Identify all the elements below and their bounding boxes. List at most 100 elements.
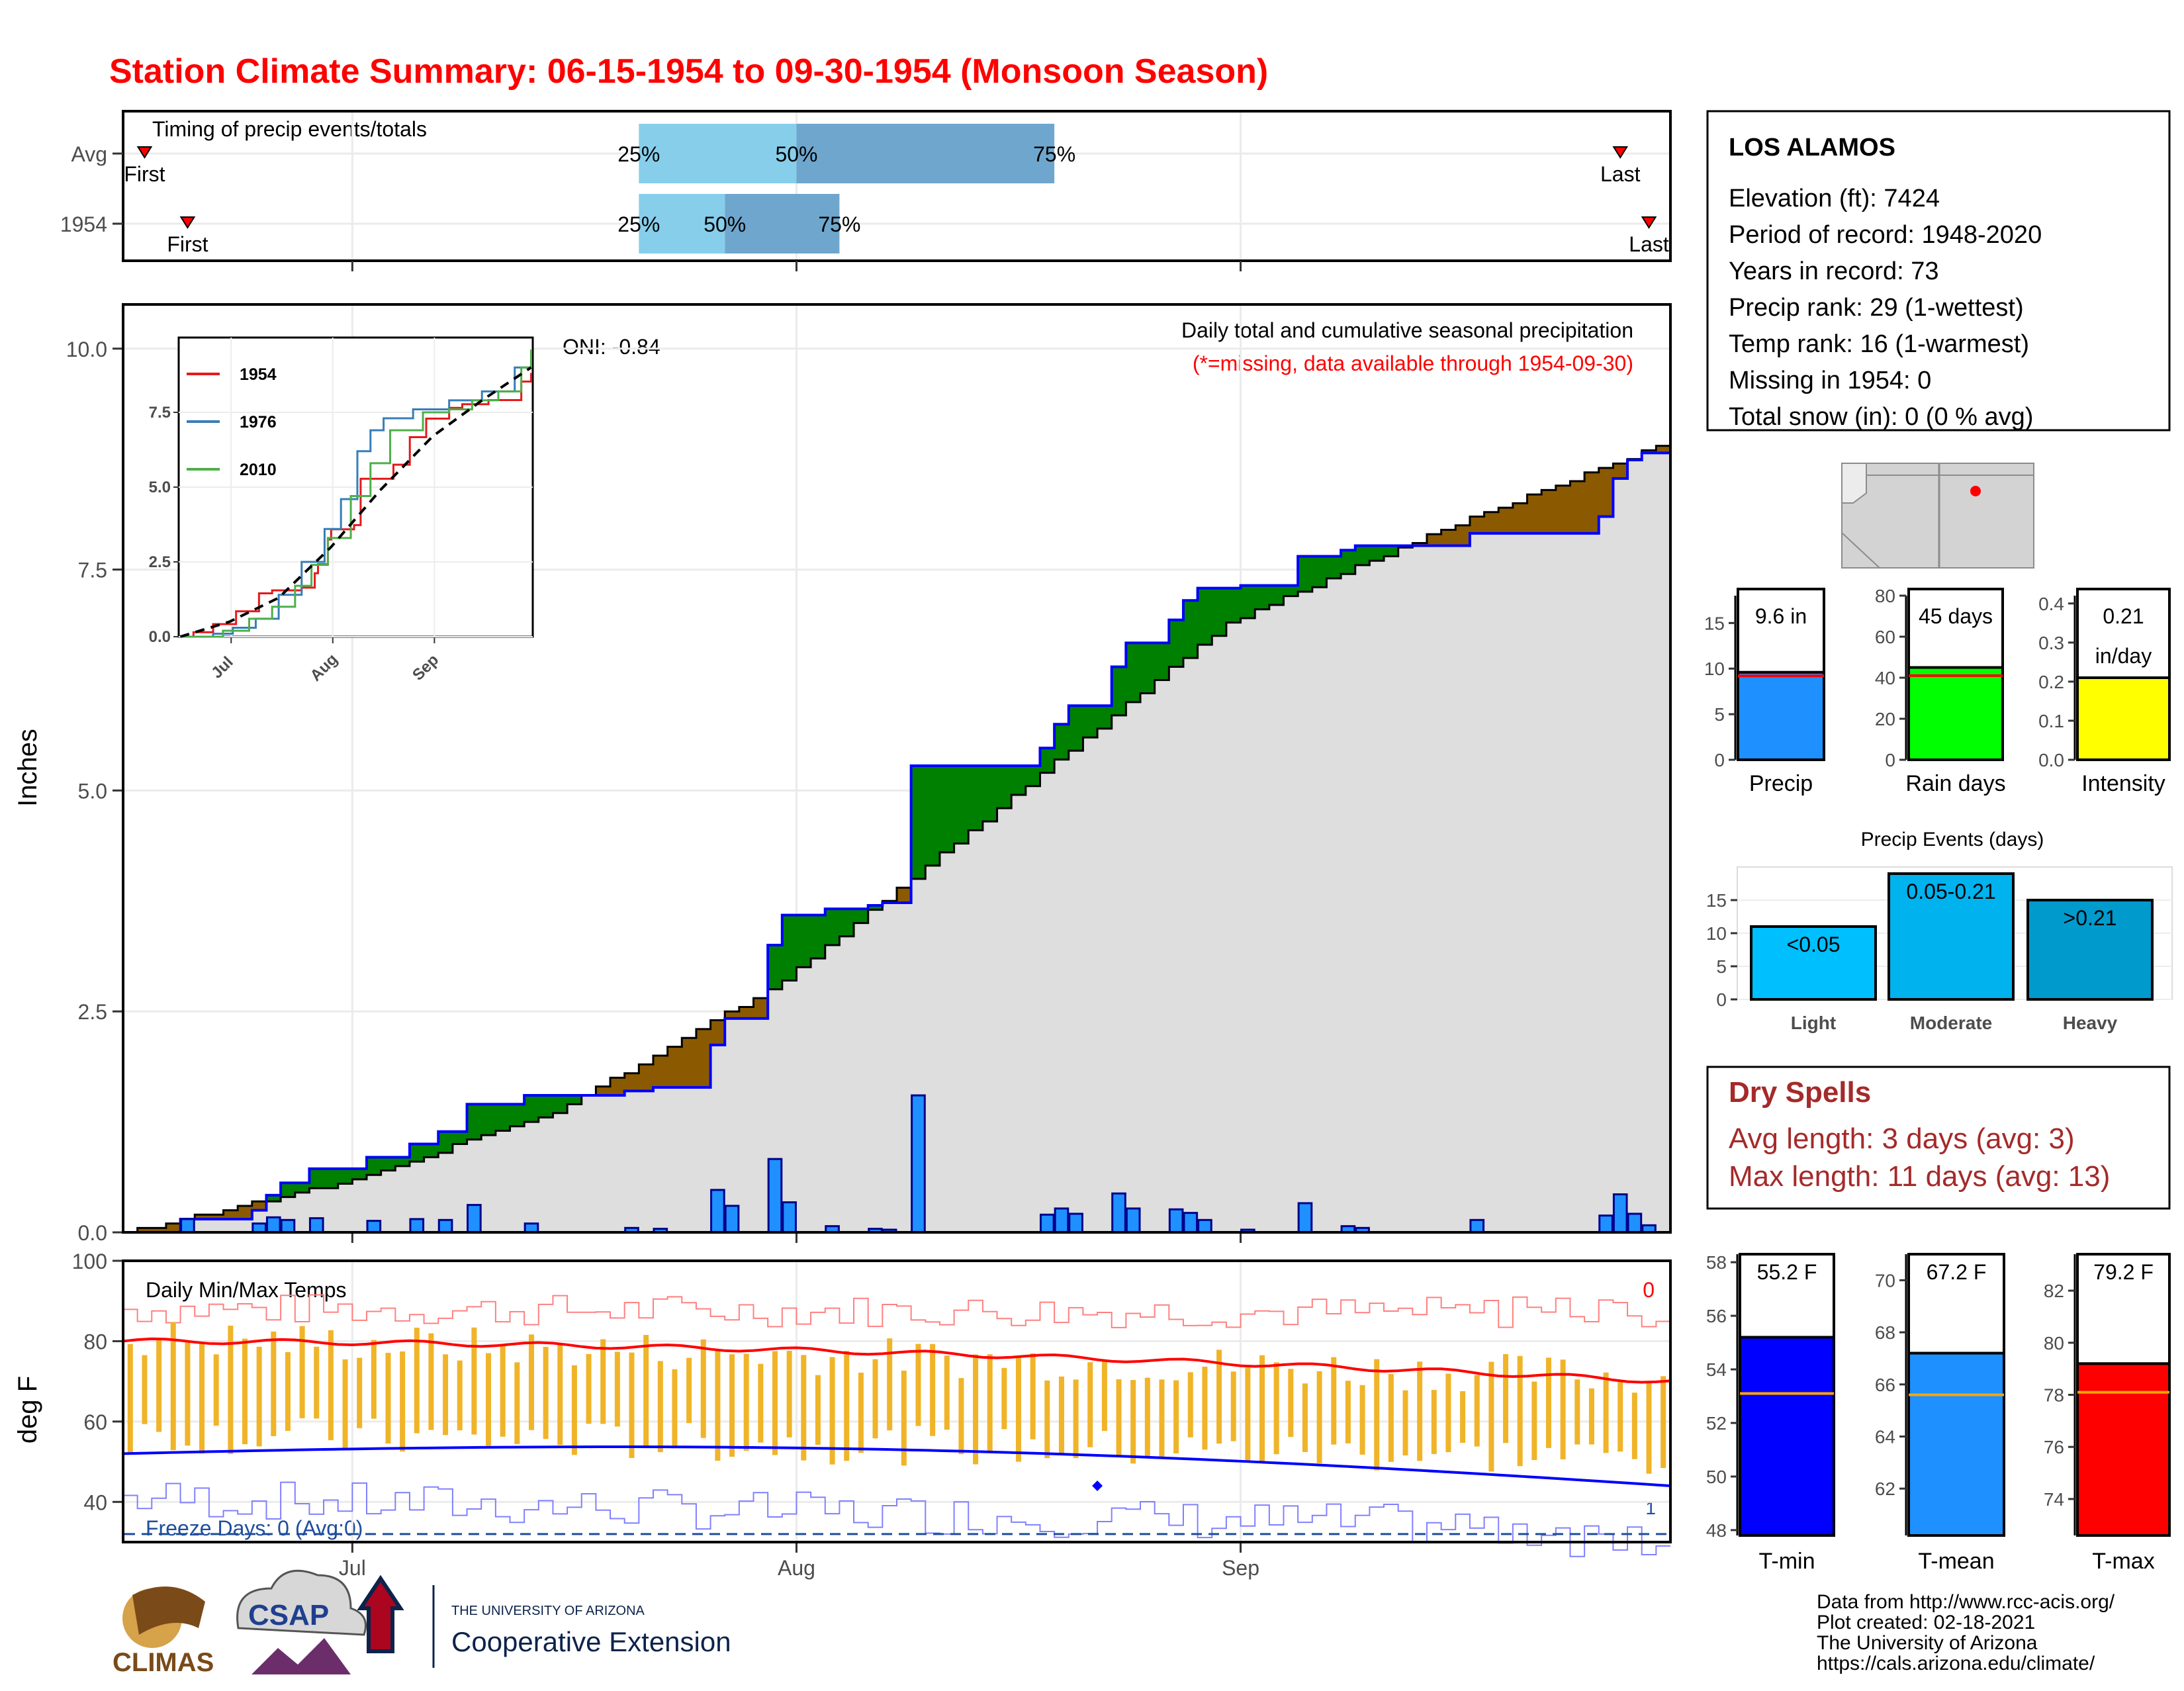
daily-temp-bar <box>1417 1361 1423 1461</box>
credit-line: The University of Arizona <box>1817 1632 2038 1654</box>
cumulative-difference-bar <box>352 1168 367 1179</box>
temp-y-tick-label: 60 <box>83 1410 107 1434</box>
cumulative-difference-bar <box>338 1168 353 1184</box>
daily-precip-bar <box>1297 1202 1313 1234</box>
daily-temp-bar <box>1130 1380 1136 1464</box>
daily-precip-bar <box>366 1220 382 1234</box>
temp-summary-bar-t-min <box>1739 1336 1835 1537</box>
precip-subtitle: Daily total and cumulative seasonal prec… <box>1181 318 1633 342</box>
daily-precip-bar <box>1111 1192 1126 1234</box>
daily-temp-bar <box>1073 1379 1079 1459</box>
credit-line: https://cals.arizona.edu/climate/ <box>1817 1653 2095 1674</box>
timing-p25: 25% <box>617 212 660 236</box>
daily-temp-bar <box>1273 1362 1279 1455</box>
cumulative-difference-bar <box>467 1104 482 1140</box>
summary-bar-intensity <box>2076 676 2171 761</box>
cumulative-difference-bar <box>481 1104 496 1136</box>
cumulative-difference-bar <box>1197 588 1212 645</box>
cumulative-difference-bar <box>452 1131 468 1144</box>
timing-first-marker <box>136 146 153 159</box>
daily-temp-bar <box>514 1362 520 1444</box>
daily-temp-bar <box>1588 1388 1594 1445</box>
daily-temp-bar <box>213 1354 219 1426</box>
daily-precip-bar <box>1068 1212 1083 1234</box>
cumulative-difference-bar <box>1169 619 1184 667</box>
daily-temp-bar <box>1345 1381 1351 1443</box>
cumulative-difference-bar <box>811 915 826 959</box>
record-low-line <box>122 1481 1670 1557</box>
daily-precip-bar <box>1183 1212 1199 1234</box>
summary-y-tick-label: 0.1 <box>2038 711 2064 731</box>
summary-x-label: Rain days <box>1905 771 2005 796</box>
cumulative-difference-bar <box>1068 706 1084 751</box>
daily-precip-bar <box>437 1218 453 1234</box>
temp-summary-y-tick-label: 70 <box>1875 1270 1895 1291</box>
timing-first-label: First <box>167 232 208 256</box>
timing-first-marker <box>179 216 196 229</box>
daily-temp-bar <box>1388 1374 1394 1462</box>
cumulative-difference-bar <box>1613 463 1628 479</box>
daily-precip-bar <box>1627 1212 1643 1234</box>
daily-temp-bar <box>127 1344 133 1453</box>
csap-wordmark: CSAP <box>248 1599 329 1631</box>
daily-temp-bar <box>357 1357 363 1428</box>
temp-summary-y-tick-label: 68 <box>1875 1322 1895 1343</box>
cumulative-difference-bar <box>1384 545 1399 557</box>
daily-temp-bar <box>486 1353 492 1446</box>
daily-temp-bar <box>1087 1362 1093 1447</box>
cumulative-difference-bar <box>854 909 869 923</box>
station-line: Years in record: 73 <box>1729 257 1939 285</box>
temp-summary-y-tick-label: 66 <box>1875 1375 1895 1395</box>
daily-temp-bar <box>1574 1379 1580 1445</box>
temp-y-label: deg F <box>13 1376 42 1443</box>
cumulative-difference-bar <box>653 1055 668 1088</box>
daily-temp-bar <box>471 1327 477 1435</box>
cumulative-difference-bar <box>639 1064 654 1091</box>
cumulative-difference-bar <box>1083 706 1098 738</box>
daily-temp-bar <box>557 1344 563 1445</box>
cumulative-difference-bar <box>1212 588 1227 636</box>
daily-temp-bar <box>1488 1361 1494 1472</box>
temp-summary-y-tick-label: 54 <box>1706 1359 1727 1380</box>
daily-temp-bar <box>528 1334 534 1430</box>
daily-temp-bar <box>1302 1383 1308 1452</box>
cumulative-difference-bar <box>324 1168 339 1189</box>
temp-y-tick-label: 100 <box>72 1250 107 1273</box>
daily-temp-bar <box>199 1343 205 1454</box>
cumulative-difference-bar <box>381 1157 396 1171</box>
station-line: Temp rank: 16 (1-warmest) <box>1729 330 2029 358</box>
daily-temp-bar <box>1359 1385 1365 1455</box>
daily-temp-bar <box>1460 1391 1466 1443</box>
cumulative-difference-bar <box>911 765 926 879</box>
station-line: Total snow (in): 0 (0 % avg) <box>1729 403 2033 431</box>
events-bar-light <box>1750 925 1877 1001</box>
cumulative-difference-bar <box>667 1046 682 1088</box>
daily-temp-bar <box>1617 1382 1623 1452</box>
daily-temp-bar <box>872 1359 878 1439</box>
summary-value-box <box>2076 588 2171 679</box>
csap-logo: CSAP <box>236 1569 367 1674</box>
daily-temp-bar <box>586 1353 592 1424</box>
station-location-map <box>1841 463 2034 569</box>
temp-y-tick-label: 40 <box>83 1490 107 1514</box>
cumulative-difference-bar <box>1656 445 1671 453</box>
events-y-tick-label: 5 <box>1716 956 1727 977</box>
summary-value-label: 45 days <box>1919 604 1993 628</box>
inset-y-tick-label: 2.5 <box>149 553 171 571</box>
daily-temp-bar <box>1517 1355 1523 1467</box>
inset-legend-label: 1954 <box>240 365 277 384</box>
daily-temp-bar <box>930 1344 936 1436</box>
cumulative-difference-bar <box>281 1183 296 1197</box>
events-bar-text: <0.05 <box>1787 933 1841 956</box>
cumulative-difference-bar <box>1527 494 1542 533</box>
temp-x-tick-label: Jul <box>339 1556 366 1580</box>
daily-temp-bar <box>1402 1390 1408 1456</box>
summary-x-label: Precip <box>1749 771 1813 796</box>
daily-temp-bar <box>299 1326 305 1418</box>
climas-wordmark: CLIMAS <box>113 1648 214 1677</box>
daily-temp-bar <box>786 1350 792 1438</box>
events-bar-moderate <box>1888 872 2015 1001</box>
events-x-label: Moderate <box>1910 1013 1992 1033</box>
timing-row-label: Avg <box>71 142 107 166</box>
daily-temp-bar <box>228 1325 234 1455</box>
